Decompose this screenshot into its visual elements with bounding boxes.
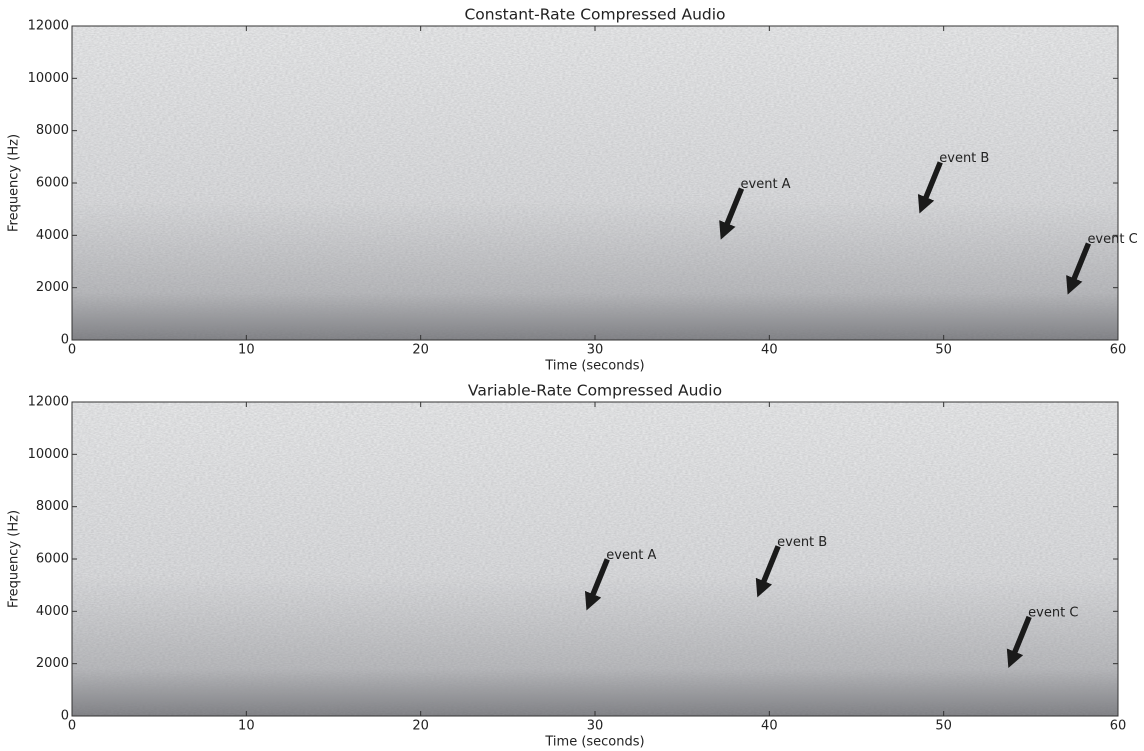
spectrogram-texture	[72, 26, 1118, 340]
annotation-text: event B	[939, 151, 989, 166]
x-tick-label: 60	[1110, 343, 1127, 358]
x-tick-label: 0	[68, 343, 76, 358]
panel: Constant-Rate Compressed Audio Time (seco…	[7, 6, 1138, 374]
annotation-text: event C	[1087, 232, 1137, 247]
spectrogram-texture	[72, 402, 1118, 716]
annotation-arrow	[755, 545, 781, 598]
x-tick-label: 30	[587, 719, 604, 734]
annotation-text: event B	[777, 535, 827, 550]
x-tick-label: 20	[412, 343, 429, 358]
annotation-arrow	[1006, 615, 1032, 669]
x-tick-label: 50	[935, 343, 952, 358]
x-tick-label: 40	[761, 343, 778, 358]
x-tick-label: 10	[238, 719, 255, 734]
y-tick-label: 8000	[36, 123, 69, 138]
y-tick-label: 10000	[28, 71, 69, 86]
y-tick-label: 0	[61, 333, 69, 348]
y-tick-label: 8000	[36, 499, 69, 514]
x-tick-label: 0	[68, 719, 76, 734]
chart-title: Constant-Rate Compressed Audio	[464, 6, 725, 24]
y-tick-label: 6000	[36, 552, 69, 567]
y-tick-label: 4000	[36, 228, 69, 243]
annotation-text: event A	[606, 548, 656, 563]
x-axis-label: Time (seconds)	[544, 359, 644, 374]
y-tick-label: 2000	[36, 656, 69, 671]
y-axis-label: Frequency (Hz)	[7, 510, 22, 608]
annotation-arrow	[719, 187, 745, 240]
annotation-text: event A	[741, 177, 791, 192]
y-tick-label: 4000	[36, 604, 69, 619]
x-tick-label: 10	[238, 343, 255, 358]
annotation-arrow	[584, 558, 610, 611]
y-axis-label: Frequency (Hz)	[7, 134, 22, 232]
y-tick-label: 12000	[28, 19, 69, 34]
y-tick-label: 6000	[36, 176, 69, 191]
y-tick-label: 12000	[28, 395, 69, 410]
x-tick-label: 20	[412, 719, 429, 734]
y-tick-label: 2000	[36, 280, 69, 295]
annotation-arrow	[1066, 242, 1091, 295]
panel: Variable-Rate Compressed Audio Time (seco…	[7, 382, 1127, 750]
x-axis-label: Time (seconds)	[544, 735, 644, 750]
x-tick-label: 60	[1110, 719, 1127, 734]
x-tick-label: 50	[935, 719, 952, 734]
y-tick-label: 10000	[28, 447, 69, 462]
chart-title: Variable-Rate Compressed Audio	[468, 382, 722, 400]
annotation-arrow	[917, 161, 943, 214]
x-tick-label: 40	[761, 719, 778, 734]
y-tick-label: 0	[61, 709, 69, 724]
x-tick-label: 30	[587, 343, 604, 358]
annotation-text: event C	[1028, 605, 1078, 620]
